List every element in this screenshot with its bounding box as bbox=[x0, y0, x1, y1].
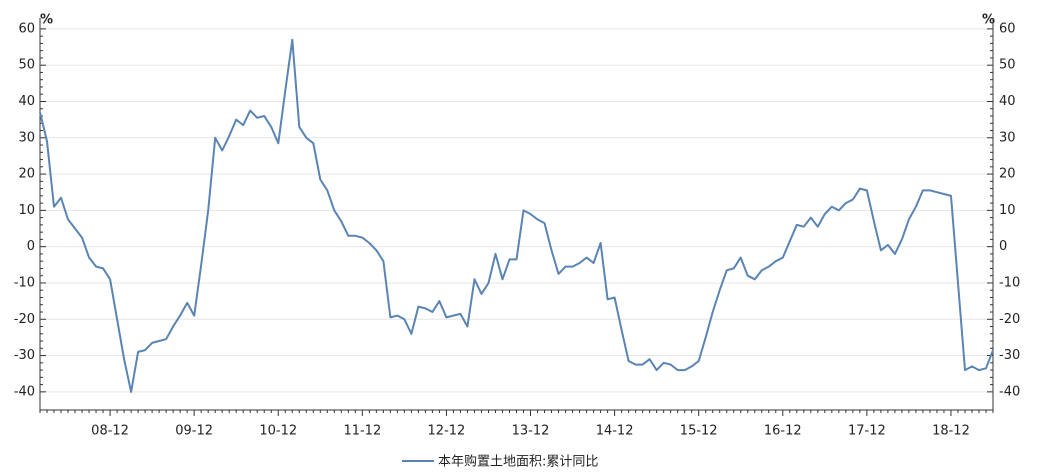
y-tick-label: 50 bbox=[18, 58, 35, 73]
y-tick-label: 60 bbox=[18, 21, 35, 36]
x-tick-label: 09-12 bbox=[175, 424, 213, 439]
x-tick-label: 15-12 bbox=[680, 424, 718, 439]
y-tick-label: -40 bbox=[14, 384, 35, 399]
x-tick-label: 18-12 bbox=[932, 424, 970, 439]
y2-tick-label: 30 bbox=[999, 130, 1016, 145]
y2-tick-label: 60 bbox=[999, 21, 1016, 36]
y2-tick-label: -10 bbox=[999, 275, 1020, 290]
x-tick-label: 16-12 bbox=[764, 424, 802, 439]
y-tick-label: 20 bbox=[18, 167, 35, 182]
y-tick-label: 40 bbox=[18, 94, 35, 109]
legend-label: 本年购置土地面积:累计同比 bbox=[438, 454, 598, 470]
y2-tick-label: -20 bbox=[999, 312, 1020, 327]
y-tick-label: -10 bbox=[14, 275, 35, 290]
x-tick-label: 13-12 bbox=[512, 424, 550, 439]
y-unit: % bbox=[40, 13, 53, 28]
y-tick-label: 30 bbox=[18, 130, 35, 145]
y2-tick-label: 10 bbox=[999, 203, 1016, 218]
x-tick-label: 14-12 bbox=[596, 424, 634, 439]
x-tick-label: 08-12 bbox=[91, 424, 129, 439]
y-tick-label: 10 bbox=[18, 203, 35, 218]
y2-tick-label: 0 bbox=[999, 239, 1007, 254]
x-tick-label: 11-12 bbox=[343, 424, 381, 439]
x-tick-label: 10-12 bbox=[259, 424, 297, 439]
x-tick-label: 17-12 bbox=[848, 424, 886, 439]
y2-tick-label: 20 bbox=[999, 167, 1016, 182]
y2-tick-label: -40 bbox=[999, 384, 1020, 399]
y2-tick-label: -30 bbox=[999, 348, 1020, 363]
y2-tick-label: 40 bbox=[999, 94, 1016, 109]
y-tick-label: 0 bbox=[27, 239, 35, 254]
y2-unit: % bbox=[982, 13, 995, 28]
y2-tick-label: 50 bbox=[999, 58, 1016, 73]
x-tick-label: 12-12 bbox=[428, 424, 466, 439]
data-line bbox=[39, 38, 994, 393]
y-tick-label: -20 bbox=[14, 312, 35, 327]
y-tick-label: -30 bbox=[14, 348, 35, 363]
